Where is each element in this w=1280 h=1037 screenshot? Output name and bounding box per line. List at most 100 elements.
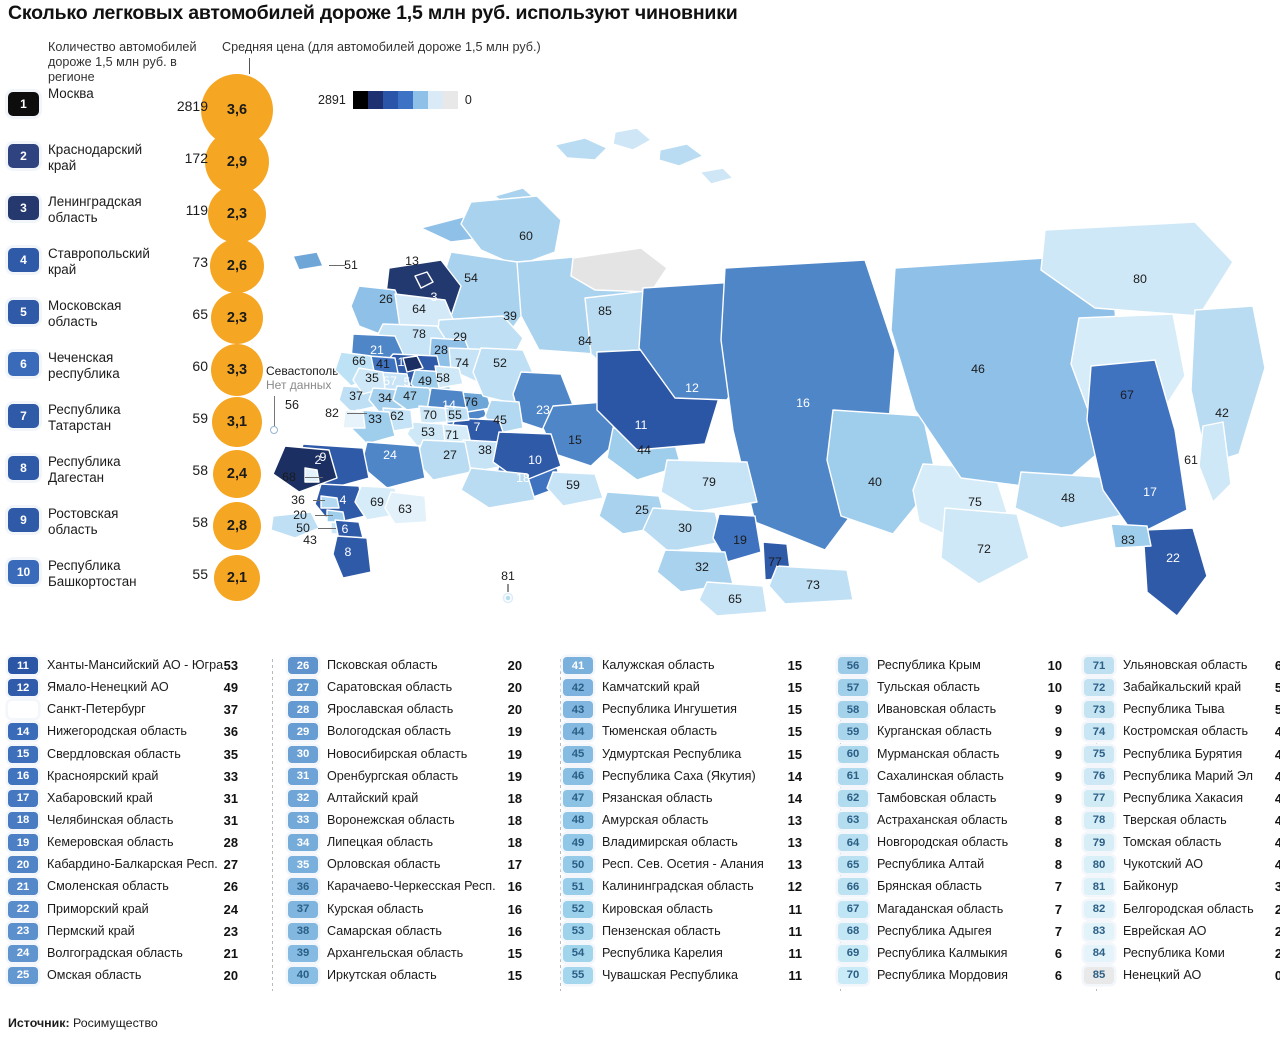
table-row[interactable]: 44 Тюменская область 15 bbox=[563, 721, 823, 743]
region-name: Ставропольский край bbox=[48, 246, 150, 277]
table-row[interactable]: 35 Орловская область 17 bbox=[288, 854, 543, 876]
table-row[interactable]: 66 Брянская область 7 bbox=[838, 876, 1081, 898]
table-row[interactable]: 71 Ульяновская область 6 bbox=[1084, 655, 1280, 677]
table-row[interactable]: 63 Астраханская область 8 bbox=[838, 810, 1081, 832]
table-row[interactable]: 21 Смоленская область 26 bbox=[8, 876, 248, 898]
table-row[interactable]: 56 Республика Крым 10 bbox=[838, 655, 1081, 677]
row-value: 2 bbox=[1274, 923, 1280, 939]
top10-row[interactable]: 3,1 7 Республика Татарстан 59 bbox=[0, 396, 270, 448]
table-row[interactable]: 81 Байконур 3 bbox=[1084, 876, 1280, 898]
row-region-name: Красноярский край bbox=[47, 768, 159, 783]
table-row[interactable]: 83 Еврейская АО 2 bbox=[1084, 921, 1280, 943]
table-row[interactable]: 61 Сахалинская область 9 bbox=[838, 766, 1081, 788]
table-row[interactable]: 37 Курская область 16 bbox=[288, 899, 543, 921]
table-row[interactable]: 34 Липецкая область 18 bbox=[288, 832, 543, 854]
table-row[interactable]: 20 Кабардино-Балкарская Респ. 27 bbox=[8, 854, 248, 876]
table-row[interactable]: 19 Кемеровская область 28 bbox=[8, 832, 248, 854]
table-row[interactable]: 73 Республика Тыва 5 bbox=[1084, 699, 1280, 721]
row-value: 2 bbox=[1274, 945, 1280, 961]
table-row[interactable]: 80 Чукотский АО 4 bbox=[1084, 854, 1280, 876]
table-row[interactable]: 60 Мурманская область 9 bbox=[838, 744, 1081, 766]
table-row[interactable]: 33 Воронежская область 18 bbox=[288, 810, 543, 832]
table-row[interactable]: 40 Иркутская область 15 bbox=[288, 965, 543, 987]
table-row[interactable]: 75 Республика Бурятия 4 bbox=[1084, 744, 1280, 766]
row-value: 4 bbox=[1274, 746, 1280, 762]
table-row[interactable]: 76 Республика Марий Эл 4 bbox=[1084, 766, 1280, 788]
table-row[interactable]: 14 Нижегородская область 36 bbox=[8, 721, 248, 743]
table-row[interactable]: 52 Кировская область 11 bbox=[563, 899, 823, 921]
table-row[interactable]: 23 Пермский край 23 bbox=[8, 921, 248, 943]
table-row[interactable]: 69 Республика Калмыкия 6 bbox=[838, 943, 1081, 965]
table-row[interactable]: 50 Респ. Сев. Осетия - Алания 13 bbox=[563, 854, 823, 876]
table-row[interactable]: 42 Камчатский край 15 bbox=[563, 677, 823, 699]
row-value: 20 bbox=[507, 658, 522, 673]
table-row[interactable]: 82 Белгородская область 2 bbox=[1084, 899, 1280, 921]
table-row[interactable]: 67 Магаданская область 7 bbox=[838, 899, 1081, 921]
table-row[interactable]: 28 Ярославская область 20 bbox=[288, 699, 543, 721]
table-row[interactable]: 18 Челябинская область 31 bbox=[8, 810, 248, 832]
table-row[interactable]: 59 Курганская область 9 bbox=[838, 721, 1081, 743]
table-row[interactable]: 17 Хабаровский край 31 bbox=[8, 788, 248, 810]
table-row[interactable]: 13 Санкт-Петербург 37 bbox=[8, 699, 248, 721]
table-row[interactable]: 38 Самарская область 16 bbox=[288, 921, 543, 943]
top10-row[interactable]: 3,6 1 Москва 2819 bbox=[0, 74, 273, 146]
top10-row[interactable]: 3,3 6 Чеченская республика 60 bbox=[0, 344, 270, 396]
map-leader-line bbox=[305, 477, 323, 478]
table-row[interactable]: 49 Владимирская область 13 bbox=[563, 832, 823, 854]
table-row[interactable]: 11 Ханты-Мансийский АО - Югра 53 bbox=[8, 655, 248, 677]
table-row[interactable]: 68 Республика Адыгея 7 bbox=[838, 921, 1081, 943]
table-row[interactable]: 27 Саратовская область 20 bbox=[288, 677, 543, 699]
table-row[interactable]: 26 Псковская область 20 bbox=[288, 655, 543, 677]
table-row[interactable]: 85 Ненецкий АО 0 bbox=[1084, 965, 1280, 987]
table-row[interactable]: 29 Вологодская область 19 bbox=[288, 721, 543, 743]
top10-row[interactable]: 2,6 4 Ставропольский край 73 bbox=[0, 239, 270, 293]
row-rank-badge: 26 bbox=[288, 657, 318, 674]
table-row[interactable]: 62 Тамбовская область 9 bbox=[838, 788, 1081, 810]
table-row[interactable]: 74 Костромская область 4 bbox=[1084, 721, 1280, 743]
row-region-name: Байконур bbox=[1123, 879, 1179, 894]
table-row[interactable]: 31 Оренбургская область 19 bbox=[288, 766, 543, 788]
top10-row[interactable]: 2,3 5 Московская область 65 bbox=[0, 292, 270, 344]
table-row[interactable]: 41 Калужская область 15 bbox=[563, 655, 823, 677]
table-row[interactable]: 84 Республика Коми 2 bbox=[1084, 943, 1280, 965]
table-row[interactable]: 53 Пензенская область 11 bbox=[563, 921, 823, 943]
table-row[interactable]: 12 Ямало-Ненецкий АО 49 bbox=[8, 677, 248, 699]
table-row[interactable]: 30 Новосибирская область 19 bbox=[288, 744, 543, 766]
table-row[interactable]: 55 Чувашская Республика 11 bbox=[563, 965, 823, 987]
row-value: 15 bbox=[787, 658, 802, 673]
top10-row[interactable]: 2,8 9 Ростовская область 58 bbox=[0, 500, 270, 552]
table-row[interactable]: 39 Архангельская область 15 bbox=[288, 943, 543, 965]
average-price-bubble: 2,3 bbox=[211, 292, 263, 344]
rank-badge: 5 bbox=[8, 300, 39, 324]
table-row[interactable]: 25 Омская область 20 bbox=[8, 965, 248, 987]
table-row[interactable]: 15 Свердловская область 35 bbox=[8, 744, 248, 766]
table-row[interactable]: 36 Карачаево-Черкесская Респ. 16 bbox=[288, 876, 543, 898]
table-row[interactable]: 54 Республика Карелия 11 bbox=[563, 943, 823, 965]
row-region-name: Ненецкий АО bbox=[1123, 967, 1202, 982]
table-row[interactable]: 16 Красноярский край 33 bbox=[8, 766, 248, 788]
table-row[interactable]: 70 Республика Мордовия 6 bbox=[838, 965, 1081, 987]
table-row[interactable]: 78 Тверская область 4 bbox=[1084, 810, 1280, 832]
table-row[interactable]: 58 Ивановская область 9 bbox=[838, 699, 1081, 721]
table-row[interactable]: 51 Калининградская область 12 bbox=[563, 876, 823, 898]
table-row[interactable]: 77 Республика Хакасия 4 bbox=[1084, 788, 1280, 810]
top10-row[interactable]: 2,4 8 Республика Дагестан 58 bbox=[0, 448, 270, 500]
top10-row[interactable]: 2,9 2 Краснодарский край 172 bbox=[0, 130, 270, 194]
table-row[interactable]: 46 Республика Саха (Якутия) 14 bbox=[563, 766, 823, 788]
table-row[interactable]: 72 Забайкальский край 5 bbox=[1084, 677, 1280, 699]
table-row[interactable]: 48 Амурская область 13 bbox=[563, 810, 823, 832]
table-row[interactable]: 65 Республика Алтай 8 bbox=[838, 854, 1081, 876]
table-row[interactable]: 57 Тульская область 10 bbox=[838, 677, 1081, 699]
top10-row[interactable]: 2,1 10 Республика Башкортостан 55 bbox=[0, 552, 270, 604]
table-row[interactable]: 22 Приморский край 24 bbox=[8, 899, 248, 921]
table-row[interactable]: 79 Томская область 4 bbox=[1084, 832, 1280, 854]
table-row[interactable]: 24 Волгоградская область 21 bbox=[8, 943, 248, 965]
table-row[interactable]: 32 Алтайский край 18 bbox=[288, 788, 543, 810]
table-row[interactable]: 64 Новгородская область 8 bbox=[838, 832, 1081, 854]
top10-row[interactable]: 2,3 3 Ленинградская область 119 bbox=[0, 185, 270, 243]
table-row[interactable]: 43 Республика Ингушетия 15 bbox=[563, 699, 823, 721]
table-row[interactable]: 45 Удмуртская Республика 15 bbox=[563, 744, 823, 766]
table-row[interactable]: 47 Рязанская область 14 bbox=[563, 788, 823, 810]
row-region-name: Кировская область bbox=[602, 901, 713, 916]
row-value: 6 bbox=[1054, 967, 1062, 983]
